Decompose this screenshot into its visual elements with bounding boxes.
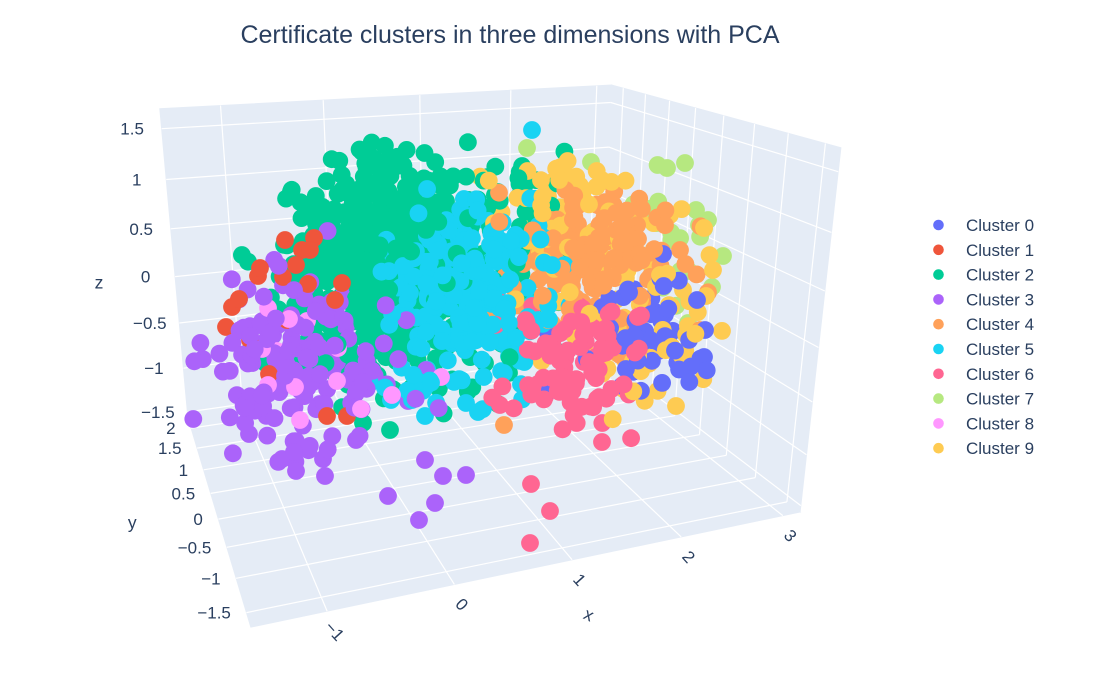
svg-text:1.5: 1.5 — [120, 120, 144, 139]
svg-text:Cluster 7: Cluster 7 — [966, 390, 1034, 409]
svg-text:−1: −1 — [201, 569, 220, 588]
svg-text:z: z — [95, 272, 104, 292]
svg-text:0: 0 — [141, 268, 150, 287]
svg-text:−1.5: −1.5 — [197, 604, 231, 623]
svg-text:Cluster 5: Cluster 5 — [966, 340, 1034, 359]
svg-text:Cluster 8: Cluster 8 — [966, 414, 1034, 433]
svg-text:0: 0 — [193, 510, 202, 529]
svg-text:1: 1 — [132, 171, 141, 190]
svg-text:−0.5: −0.5 — [178, 538, 212, 557]
svg-text:Cluster 3: Cluster 3 — [966, 290, 1034, 309]
svg-text:2: 2 — [166, 419, 175, 438]
svg-text:Certificate clusters in three: Certificate clusters in three dimensions… — [240, 21, 779, 49]
svg-text:Cluster 6: Cluster 6 — [966, 365, 1034, 384]
svg-text:−1: −1 — [144, 359, 163, 378]
svg-text:Cluster 0: Cluster 0 — [966, 216, 1034, 235]
svg-text:1.5: 1.5 — [158, 439, 182, 458]
svg-text:y: y — [128, 513, 137, 533]
svg-text:Cluster 4: Cluster 4 — [966, 315, 1034, 334]
svg-text:−0.5: −0.5 — [133, 314, 167, 333]
svg-text:Cluster 9: Cluster 9 — [966, 439, 1034, 458]
svg-text:−1.5: −1.5 — [141, 403, 175, 422]
svg-text:0.5: 0.5 — [172, 484, 196, 503]
svg-text:Cluster 2: Cluster 2 — [966, 266, 1034, 285]
svg-text:0.5: 0.5 — [129, 220, 153, 239]
svg-text:1: 1 — [179, 461, 188, 480]
svg-text:Cluster 1: Cluster 1 — [966, 241, 1034, 260]
